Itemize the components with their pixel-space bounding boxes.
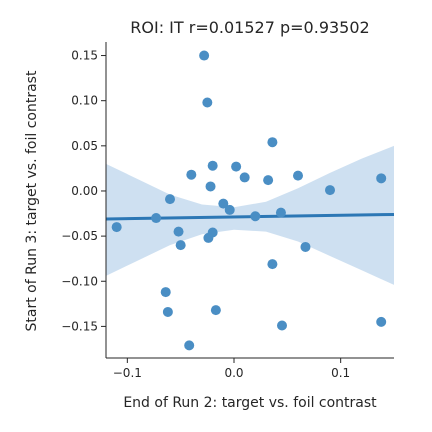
data-point [173, 226, 184, 237]
data-point [224, 204, 235, 215]
data-point [202, 97, 213, 108]
data-point [165, 194, 175, 205]
y-axis-ticks: 0.15 0.10 0.05 0.00 −0.05 −0.10 −0.15 [61, 49, 106, 333]
y-tick-label: −0.05 [61, 229, 98, 243]
data-point [231, 161, 242, 172]
y-tick-label: 0.00 [71, 184, 98, 198]
data-point [300, 241, 311, 252]
data-points-layer [111, 50, 387, 351]
chart-title: ROI: IT r=0.01527 p=0.93502 [130, 18, 369, 37]
y-tick-label: 0.15 [71, 49, 98, 63]
data-point [175, 240, 186, 251]
data-point [293, 170, 303, 181]
data-point [267, 259, 278, 270]
axes-frame [105, 42, 394, 359]
data-point [376, 173, 387, 184]
data-point [239, 172, 250, 183]
x-tick-label: 0.0 [224, 366, 243, 380]
data-point [263, 175, 274, 186]
y-axis-label: Start of Run 3: target vs. foil contrast [24, 70, 40, 331]
data-point [210, 305, 221, 316]
data-point [207, 160, 218, 171]
y-tick-label: 0.05 [71, 139, 98, 153]
data-point [376, 316, 387, 327]
y-tick-label: −0.10 [61, 274, 98, 288]
x-tick-label: 0.1 [331, 366, 350, 380]
y-tick-label: 0.10 [71, 94, 98, 108]
data-point [203, 232, 214, 243]
data-point [111, 222, 122, 233]
x-axis-label: End of Run 2: target vs. foil contrast [123, 395, 377, 411]
data-point [267, 137, 278, 148]
data-point [218, 198, 229, 209]
data-point [151, 213, 162, 224]
data-point [250, 211, 261, 222]
x-tick-label: −0.1 [113, 366, 142, 380]
data-point [186, 169, 197, 180]
data-point [160, 287, 171, 298]
x-axis-ticks: −0.1 0.0 0.1 [113, 358, 350, 380]
y-tick-label: −0.15 [61, 319, 98, 333]
data-point [325, 185, 335, 196]
data-point [162, 306, 173, 317]
data-point [275, 207, 286, 218]
data-point [277, 320, 287, 331]
data-point [199, 50, 210, 61]
data-point [184, 340, 195, 351]
data-point [205, 181, 216, 192]
